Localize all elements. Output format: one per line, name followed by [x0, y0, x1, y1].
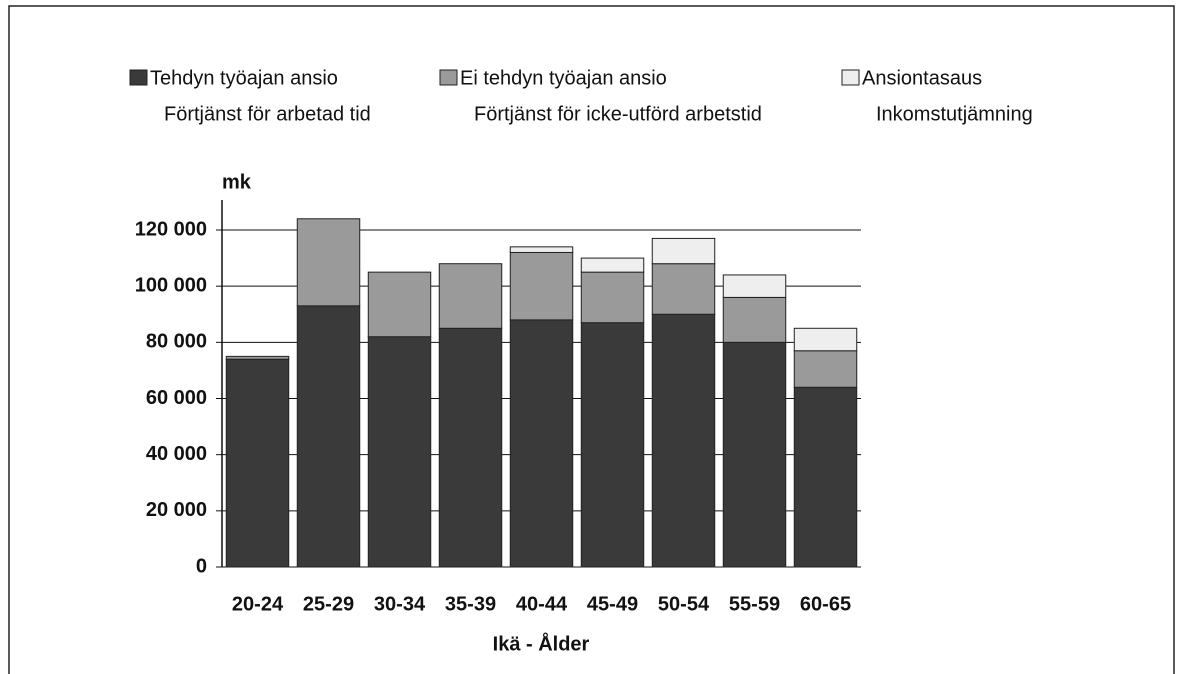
bar-segment — [296, 305, 361, 568]
y-axis-label: mk — [222, 171, 252, 193]
bar-segment — [793, 350, 858, 388]
legend-label-sv: Förtjänst för arbetad tid — [164, 103, 371, 125]
bar-segment — [651, 263, 716, 315]
bar-segment — [580, 271, 645, 324]
bar-segment — [509, 246, 574, 253]
bar-segment — [722, 296, 787, 343]
bar-segment — [793, 327, 858, 352]
bar-segment — [367, 336, 432, 568]
y-tick-label: 100 000 — [135, 274, 207, 296]
bar-segment — [509, 319, 574, 568]
x-tick-label: 50-54 — [658, 593, 710, 615]
x-tick-label: 35-39 — [445, 593, 496, 615]
x-tick-label: 45-49 — [587, 593, 638, 615]
y-tick-label: 20 000 — [146, 499, 207, 521]
x-tick-label: 20-24 — [232, 593, 284, 615]
y-tick-label: 40 000 — [146, 443, 207, 465]
bar-segment — [651, 313, 716, 568]
y-tick-label: 60 000 — [146, 387, 207, 409]
y-tick-label: 80 000 — [146, 331, 207, 353]
legend-label: Ansiontasaus — [862, 67, 982, 89]
bar-segment — [793, 386, 858, 568]
bar-segment — [225, 355, 290, 360]
bar-segment — [580, 257, 645, 273]
x-axis-label: Ikä - Ålder — [493, 631, 590, 655]
bar-segment — [225, 358, 290, 568]
x-tick-label: 40-44 — [516, 593, 568, 615]
legend-swatch — [841, 69, 860, 86]
bar-segment — [438, 327, 503, 568]
bar-segment — [509, 251, 574, 321]
bar-segment — [296, 218, 361, 307]
y-tick-label: 120 000 — [135, 218, 207, 240]
bar-segment — [651, 237, 716, 265]
legend-label: Tehdyn työajan ansio — [150, 67, 338, 89]
bar-segment — [580, 322, 645, 568]
legend-label-sv: Förtjänst för icke-utförd arbetstid — [474, 103, 762, 125]
frame — [8, 5, 1175, 674]
legend-label-sv: Inkomstutjämning — [876, 103, 1033, 125]
x-tick-label: 25-29 — [303, 593, 354, 615]
legend-label: Ei tehdyn työajan ansio — [460, 67, 667, 89]
bar-segment — [438, 263, 503, 329]
legend-swatch — [439, 69, 458, 86]
x-tick-label: 60-65 — [800, 593, 851, 615]
x-tick-label: 55-59 — [729, 593, 780, 615]
bar-segment — [722, 341, 787, 568]
x-tick-label: 30-34 — [374, 593, 426, 615]
bar-segment — [367, 271, 432, 338]
legend-swatch — [129, 69, 148, 86]
bar-segment — [722, 274, 787, 298]
y-tick-label: 0 — [196, 555, 207, 577]
